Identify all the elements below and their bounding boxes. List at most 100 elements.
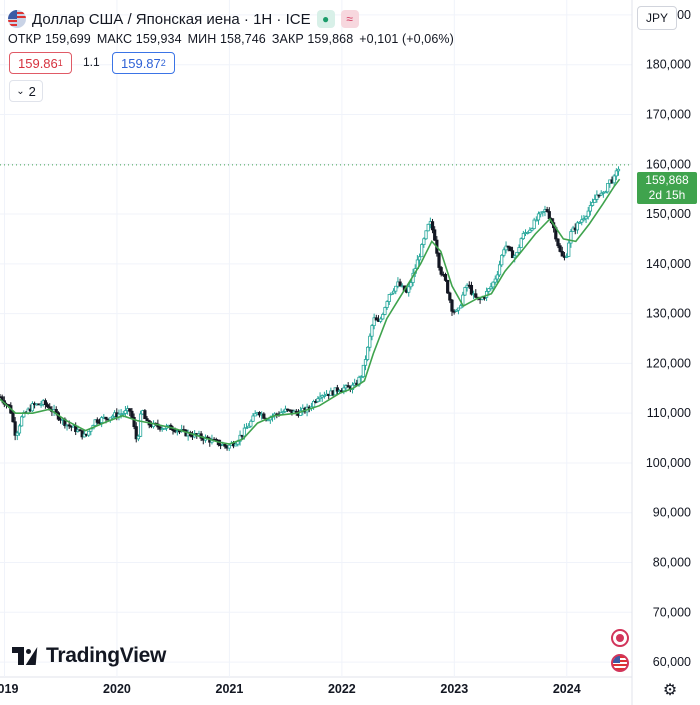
candle-body [547,211,551,220]
candle-body [497,264,502,276]
x-tick-label: 2022 [328,682,356,696]
candle-body [136,435,141,440]
indicators-toggle[interactable]: ⌄ 2 [9,80,43,102]
candle-body [556,238,560,247]
candle-body [143,410,147,420]
chevron-down-icon: ⌄ [16,85,25,97]
candle-body [584,216,588,220]
sell-price-sup: 1 [57,58,63,68]
y-tick-label: 180,000 [646,58,691,72]
candle-body [409,282,413,288]
settings-gear-icon[interactable]: ⚙ [662,682,678,699]
candle-body [459,305,463,309]
candle-body [420,244,424,258]
candle-body [234,443,238,447]
y-tick-label: 130,000 [646,307,691,321]
candle-body [560,251,564,257]
symbol-header[interactable]: Доллар США / Японская иена · 1Н · ICE ● … [8,8,359,30]
symbol-title[interactable]: Доллар США / Японская иена · 1Н · ICE [32,10,311,28]
candle-body [17,425,22,434]
candle-body [474,293,478,298]
y-tick-label: 170,000 [646,107,691,121]
candle-body [121,413,125,415]
buy-price-sup: 2 [160,58,166,68]
candle-body [614,170,618,177]
candle-body [469,285,474,295]
candle-body [426,223,430,232]
candle-body [463,287,467,296]
candle-body [394,285,398,292]
candle-body [506,245,510,248]
candle-body [606,183,610,193]
candle-body [253,413,257,417]
indicators-count: 2 [28,83,36,99]
y-tick-label: 160,000 [646,157,691,171]
candle-body [513,255,517,259]
candle-body [316,398,320,402]
candle-body [370,325,374,337]
candle-body [87,430,91,436]
candle-body [266,419,270,422]
event-dividend-icon[interactable] [611,629,629,647]
candle-body [134,426,138,440]
currency-button[interactable]: JPY [637,6,677,30]
candle-body [366,346,370,360]
candle-body [446,279,450,294]
candle-body [262,413,266,419]
candle-body [454,309,458,312]
candle-body [385,301,389,308]
high-label: МАКС [96,32,133,46]
candle-body [398,281,402,287]
x-tick-label: 2023 [440,682,468,696]
approx-icon[interactable]: ≈ [340,10,359,28]
candle-body [558,245,562,252]
candle-body [251,415,255,422]
candle-body [158,426,162,430]
candle-body [487,288,491,292]
candle-body [437,252,441,268]
candle-body [368,335,372,348]
candle-body [20,416,24,427]
tradingview-logo[interactable]: TradingView [12,644,166,668]
candle-body [15,432,19,436]
candle-body [67,424,71,427]
close-value: 159,868 [307,32,354,46]
event-us-flag-icon[interactable] [611,654,629,672]
last-price-tag: 159,868 2d 15h [637,172,697,204]
candle-body [519,238,523,248]
candle-body [530,228,534,231]
low-label: МИН [187,32,217,46]
candle-body [439,267,443,275]
buy-button[interactable]: 159.87 2 [112,52,175,74]
sell-button[interactable]: 159.86 1 [9,52,72,74]
candle-body [130,410,134,418]
candle-body [491,281,495,288]
candle-body [565,256,569,258]
candle-body [603,191,608,194]
candle-body [335,387,339,392]
buy-price: 159.87 [121,55,161,71]
candle-body [526,232,530,234]
countdown-value: 2d 15h [648,188,686,202]
candle-body [597,194,601,197]
candle-body [13,421,17,436]
candle-body [586,210,590,218]
candle-body [407,286,411,293]
candle-body [100,417,104,423]
market-open-icon[interactable]: ● [316,10,335,28]
candle-body [138,413,143,437]
candle-body [363,359,368,366]
candle-body [311,401,316,408]
candle-body [318,396,322,400]
candle-body [389,292,394,295]
spread-value: 1.1 [83,55,100,69]
candle-body [456,307,461,311]
candle-body [545,209,549,212]
candle-body [528,229,532,233]
candle-body [450,299,454,312]
y-tick-label: 100,000 [646,456,691,470]
candle-body [346,385,350,388]
y-tick-label: 110,000 [647,406,691,420]
tradingview-mark-icon [12,647,43,665]
